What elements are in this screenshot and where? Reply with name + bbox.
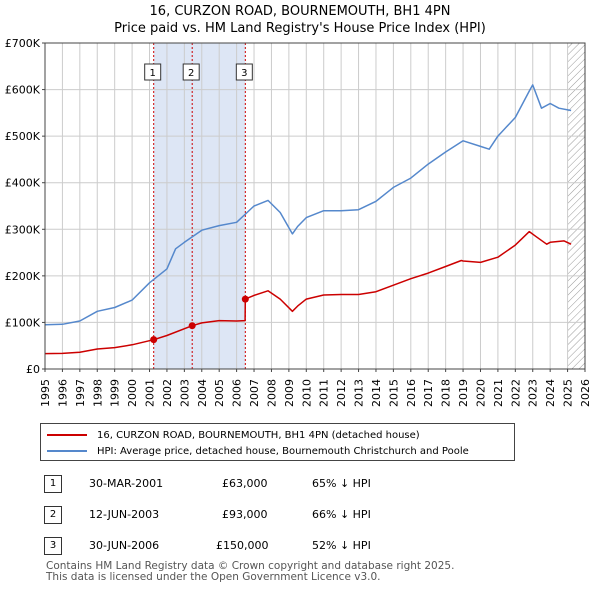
x-tick-label: 2020 <box>474 379 487 407</box>
y-tick-label: £0 <box>26 363 40 376</box>
x-tick-label: 2009 <box>283 379 296 407</box>
chart-title: 16, CURZON ROAD, BOURNEMOUTH, BH1 4PN <box>149 4 451 19</box>
price-line <box>44 230 572 355</box>
y-tick-label: £600K <box>5 84 41 97</box>
sale-hpi-diff: 65% ↓ HPI <box>312 477 371 490</box>
sale-marker-label: 2 <box>188 68 194 79</box>
x-tick-label: 2000 <box>126 379 139 407</box>
x-tick-label: 2003 <box>178 379 191 407</box>
x-tick-label: 2005 <box>213 379 226 407</box>
x-tick-label: 2026 <box>579 379 592 407</box>
x-tick-label: 2013 <box>353 379 366 407</box>
sale-number-badge: 3 <box>44 537 62 555</box>
y-tick-label: £100K <box>5 316 41 329</box>
x-tick-label: 2004 <box>196 379 209 407</box>
x-tick-label: 2012 <box>335 379 348 407</box>
x-tick-label: 2001 <box>144 379 157 407</box>
sale-point <box>241 295 249 303</box>
sale-point <box>188 322 196 330</box>
x-tick-label: 2023 <box>527 379 540 407</box>
x-tick-label: 2025 <box>562 379 575 407</box>
sale-marker-badge <box>235 63 253 81</box>
x-tick-label: 2007 <box>248 379 261 407</box>
chart-subtitle: Price paid vs. HM Land Registry's House … <box>114 21 486 36</box>
sale-row: 3 30-JUN-2006 £150,000 52% ↓ HPI <box>40 537 400 557</box>
x-tick-label: 2002 <box>161 379 174 407</box>
y-tick-label: £300K <box>5 223 41 236</box>
x-tick-label: 2021 <box>492 379 505 407</box>
x-tick-label: 2024 <box>544 379 557 407</box>
sale-number-badge: 2 <box>44 506 62 524</box>
sale-hpi-diff: 66% ↓ HPI <box>312 508 371 521</box>
x-tick-label: 1999 <box>109 379 122 407</box>
x-tick-label: 2022 <box>509 379 522 407</box>
y-tick-label: £400K <box>5 177 41 190</box>
plot-area <box>45 43 585 369</box>
x-tick-label: 1995 <box>39 379 52 407</box>
sale-marker-label: 1 <box>150 68 156 79</box>
x-tick-label: 1996 <box>56 379 69 407</box>
plot-frame <box>44 42 586 370</box>
legend-hpi-label: HPI: Average price, detached house, Bour… <box>97 445 469 457</box>
sale-marker-badge <box>144 63 162 81</box>
y-tick-label: £500K <box>5 130 41 143</box>
x-tick-label: 2015 <box>387 379 400 407</box>
sale-date: 30-JUN-2006 <box>89 539 160 552</box>
sale-marker-label: 3 <box>241 68 247 79</box>
price-chart: 1 2 3 £0 £100K £200K £300K £400K £500K £600K £700K… <box>5 37 592 407</box>
footer: Contains HM Land Registry data © Crown c… <box>46 561 454 583</box>
x-tick-label: 2019 <box>457 379 470 407</box>
legend-price-label: 16, CURZON ROAD, BOURNEMOUTH, BH1 4PN (d… <box>97 429 420 441</box>
sale-price: £150,000 <box>216 539 269 552</box>
footer-license: This data is licensed under the Open Gov… <box>46 571 381 583</box>
legend-item-price: 16, CURZON ROAD, BOURNEMOUTH, BH1 4PN (d… <box>47 427 420 443</box>
x-tick-label: 1997 <box>74 379 87 407</box>
hpi-line <box>44 84 572 326</box>
sale-number-badge: 1 <box>44 475 62 493</box>
sale-price: £93,000 <box>222 508 268 521</box>
footer-copyright: Contains HM Land Registry data © Crown c… <box>46 560 455 572</box>
legend: 16, CURZON ROAD, BOURNEMOUTH, BH1 4PN (d… <box>40 423 515 461</box>
sale-price: £63,000 <box>222 477 268 490</box>
sale-date: 30-MAR-2001 <box>89 477 164 490</box>
x-tick-label: 2016 <box>405 379 418 407</box>
legend-item-hpi: HPI: Average price, detached house, Bour… <box>47 443 469 459</box>
x-tick-label: 2011 <box>318 379 331 407</box>
sale-hpi-diff: 52% ↓ HPI <box>312 539 371 552</box>
y-tick-label: £700K <box>5 37 41 50</box>
x-tick-label: 2017 <box>422 379 435 407</box>
x-tick-label: 2008 <box>265 379 278 407</box>
legend-price-line <box>47 434 87 436</box>
x-tick-label: 2010 <box>300 379 313 407</box>
legend-hpi-line <box>47 450 87 452</box>
x-tick-label: 2014 <box>370 379 383 407</box>
sale-row: 1 30-MAR-2001 £63,000 65% ↓ HPI <box>40 475 400 495</box>
y-tick-label: £200K <box>5 270 41 283</box>
x-tick-label: 1998 <box>91 379 104 407</box>
sale-marker-badge <box>182 63 200 81</box>
shaded-region <box>153 43 246 369</box>
forecast-hatch <box>567 43 585 369</box>
sale-point <box>150 336 158 344</box>
x-tick-label: 2006 <box>231 379 244 407</box>
x-tick-label: 2018 <box>440 379 453 407</box>
sale-date: 12-JUN-2003 <box>89 508 160 521</box>
sale-row: 2 12-JUN-2003 £93,000 66% ↓ HPI <box>40 506 400 526</box>
